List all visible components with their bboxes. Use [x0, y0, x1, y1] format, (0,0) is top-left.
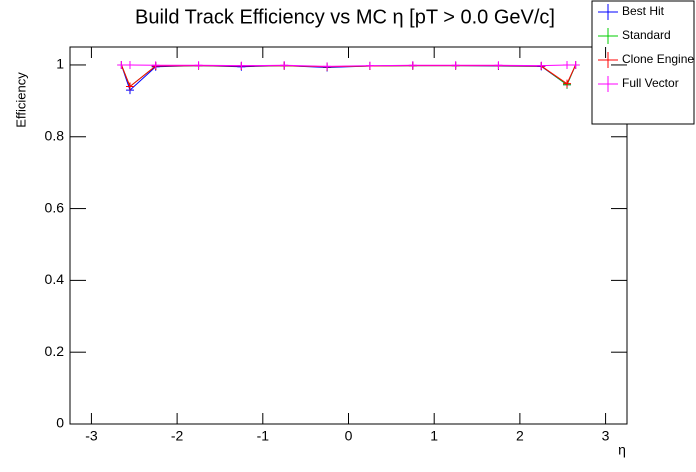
x-axis-label: η [618, 442, 626, 458]
y-tick-label: 0.8 [45, 127, 65, 143]
legend-swatch [598, 76, 618, 92]
point-marker [280, 61, 289, 70]
legend-swatch [598, 28, 618, 44]
point-marker [408, 61, 417, 70]
y-tick-label: 0 [56, 415, 64, 431]
point-marker [537, 61, 546, 70]
series-line [120, 64, 577, 91]
series-line [120, 64, 577, 88]
legend-label: Full Vector [622, 76, 679, 90]
point-marker [494, 61, 503, 70]
legend-label: Best Hit [622, 4, 665, 18]
point-marker [365, 61, 374, 70]
point-marker [571, 60, 580, 69]
chart-title: Build Track Efficiency vs MC η [pT > 0.0… [135, 6, 555, 28]
series-line [120, 64, 577, 88]
plot-frame [69, 46, 628, 425]
x-tick-label: -2 [171, 428, 184, 444]
y-tick-label: 0.4 [45, 271, 65, 287]
point-marker [194, 61, 203, 70]
x-tick-label: -3 [85, 428, 98, 444]
point-marker [125, 82, 134, 91]
series-line [121, 64, 576, 67]
point-marker [237, 61, 246, 70]
legend-swatch [598, 4, 618, 20]
point-marker [563, 79, 572, 88]
point-marker [125, 60, 134, 69]
x-tick-label: 3 [602, 428, 610, 444]
y-axis-label: Efficiency [13, 72, 28, 128]
legend-label: Clone Engine [622, 52, 694, 66]
point-marker [563, 60, 572, 69]
legend-label: Standard [622, 28, 671, 42]
y-tick-label: 1 [56, 56, 64, 72]
legend-box [591, 0, 695, 125]
x-tick-label: 1 [430, 428, 438, 444]
y-tick-label: 0.6 [45, 199, 65, 215]
legend-swatch [598, 52, 618, 68]
x-tick-label: 2 [516, 428, 524, 444]
point-marker [117, 60, 126, 69]
x-tick-label: 0 [345, 428, 353, 444]
point-marker [323, 62, 332, 71]
x-tick-label: -1 [257, 428, 270, 444]
point-marker [451, 61, 460, 70]
point-marker [151, 61, 160, 70]
y-tick-label: 0.2 [45, 343, 65, 359]
